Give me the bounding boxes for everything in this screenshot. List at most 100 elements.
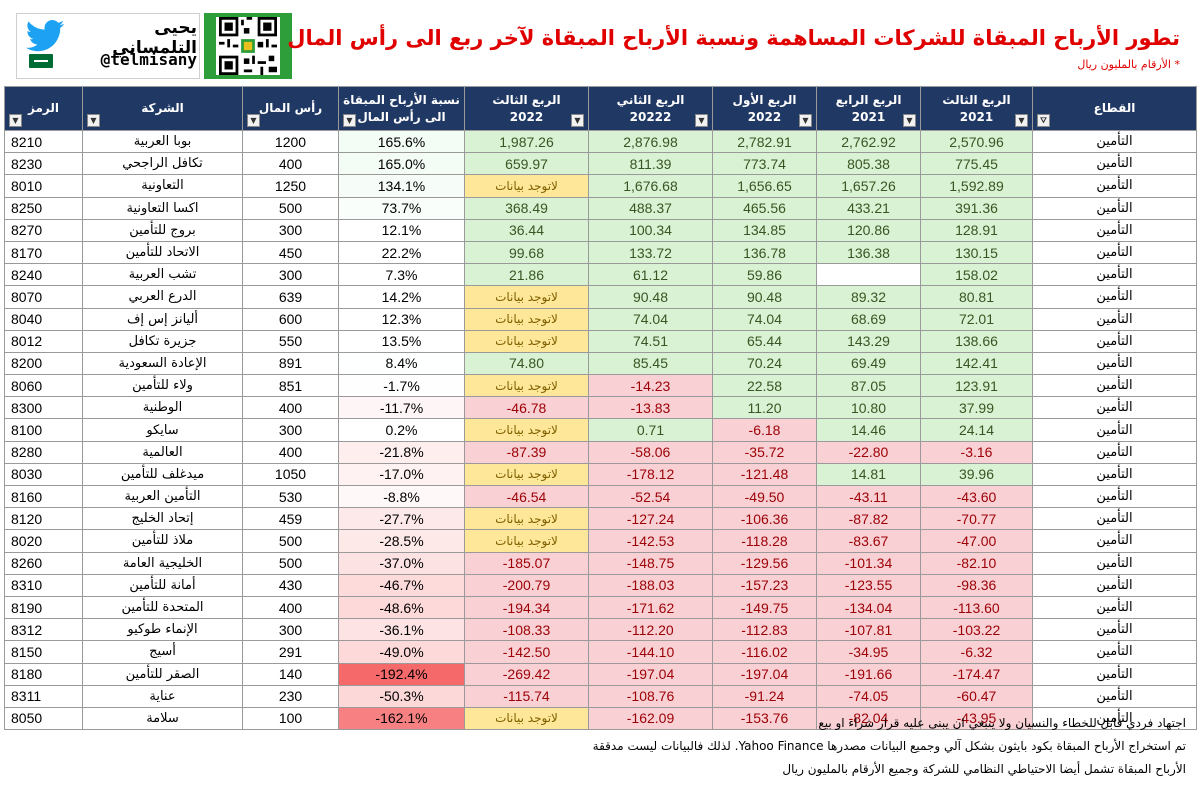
cell-code[interactable]: 8270: [4, 218, 83, 242]
cell-ratio[interactable]: -162.1%: [338, 706, 465, 731]
filter-dropdown-icon[interactable]: ▼: [1015, 114, 1028, 127]
cell-sector[interactable]: التأمين: [1032, 329, 1197, 353]
cell-q3-2021[interactable]: 1,592.89: [920, 174, 1033, 198]
cell-q2-2022[interactable]: 0.71: [588, 418, 713, 442]
cell-q2-2022[interactable]: 488.37: [588, 196, 713, 220]
cell-sector[interactable]: التأمين: [1032, 240, 1197, 265]
cell-capital[interactable]: 500: [242, 529, 339, 553]
column-header-capital[interactable]: رأس المال ▼: [242, 86, 339, 131]
filter-active-icon[interactable]: ⛛: [1037, 114, 1050, 127]
table-row[interactable]: 8311 عناية 230 -50.3% -115.74 -108.76 -91.24 -7…: [4, 684, 1197, 708]
cell-q3-2022[interactable]: -115.74: [464, 684, 589, 708]
cell-q1-2022[interactable]: 90.48: [712, 285, 817, 309]
table-row[interactable]: 8210 بوبا العربية 1200 165.6% 1,987.26 2,876.…: [4, 129, 1197, 154]
cell-q4-2021[interactable]: -101.34: [816, 551, 921, 575]
cell-q3-2022[interactable]: -200.79: [464, 573, 589, 597]
cell-q2-2022[interactable]: -112.20: [588, 618, 713, 642]
cell-code[interactable]: 8170: [4, 240, 83, 265]
cell-q4-2021[interactable]: -22.80: [816, 440, 921, 464]
cell-company[interactable]: الاتحاد للتأمين: [82, 240, 243, 265]
cell-capital[interactable]: 639: [242, 285, 339, 309]
cell-sector[interactable]: التأمين: [1032, 529, 1197, 553]
cell-q4-2021[interactable]: 1,657.26: [816, 174, 921, 198]
cell-company[interactable]: الإنماء طوكيو: [82, 618, 243, 642]
cell-company[interactable]: عناية: [82, 684, 243, 708]
cell-code[interactable]: 8012: [4, 329, 83, 353]
cell-q4-2021[interactable]: 805.38: [816, 152, 921, 176]
table-row[interactable]: 8312 الإنماء طوكيو 300 -36.1% -108.33 -112.20…: [4, 618, 1197, 642]
cell-q2-2022[interactable]: -14.23: [588, 374, 713, 398]
cell-company[interactable]: سايكو: [82, 418, 243, 442]
cell-q1-2022[interactable]: -149.75: [712, 595, 817, 620]
cell-sector[interactable]: التأمين: [1032, 418, 1197, 442]
cell-company[interactable]: أمانة للتأمين: [82, 573, 243, 597]
cell-capital[interactable]: 1200: [242, 129, 339, 154]
cell-q3-2021[interactable]: -43.95: [920, 706, 1033, 731]
cell-q2-2022[interactable]: 133.72: [588, 240, 713, 265]
cell-q3-2022[interactable]: -185.07: [464, 551, 589, 575]
cell-q1-2022[interactable]: -6.18: [712, 418, 817, 442]
cell-code[interactable]: 8040: [4, 307, 83, 331]
cell-q3-2022[interactable]: -46.78: [464, 396, 589, 420]
cell-q1-2022[interactable]: -121.48: [712, 462, 817, 487]
cell-q1-2022[interactable]: 70.24: [712, 351, 817, 376]
table-row[interactable]: 8120 إتحاد الخليج 459 -27.7% لاتوجد بيانات -1…: [4, 507, 1197, 531]
cell-sector[interactable]: التأمين: [1032, 152, 1197, 176]
cell-code[interactable]: 8050: [4, 706, 83, 731]
cell-capital[interactable]: 530: [242, 484, 339, 509]
cell-sector[interactable]: التأمين: [1032, 573, 1197, 597]
cell-q4-2021[interactable]: [816, 263, 921, 287]
cell-capital[interactable]: 140: [242, 662, 339, 686]
cell-capital[interactable]: 450: [242, 240, 339, 265]
cell-sector[interactable]: التأمين: [1032, 507, 1197, 531]
cell-sector[interactable]: التأمين: [1032, 618, 1197, 642]
table-row[interactable]: 8070 الدرع العربي 639 14.2% لاتوجد بيانات 90.…: [4, 285, 1197, 309]
cell-q3-2022[interactable]: -87.39: [464, 440, 589, 464]
cell-capital[interactable]: 851: [242, 374, 339, 398]
cell-sector[interactable]: التأمين: [1032, 640, 1197, 664]
cell-company[interactable]: إتحاد الخليج: [82, 507, 243, 531]
cell-q3-2022[interactable]: 659.97: [464, 152, 589, 176]
cell-q3-2021[interactable]: 2,570.96: [920, 129, 1033, 154]
cell-sector[interactable]: التأمين: [1032, 351, 1197, 376]
cell-q3-2021[interactable]: 142.41: [920, 351, 1033, 376]
cell-q1-2022[interactable]: 2,782.91: [712, 129, 817, 154]
table-row[interactable]: 8270 بروج للتأمين 300 12.1% 36.44 100.34 134.8…: [4, 218, 1197, 242]
cell-ratio[interactable]: -1.7%: [338, 374, 465, 398]
cell-company[interactable]: العالمية: [82, 440, 243, 464]
cell-ratio[interactable]: 8.4%: [338, 351, 465, 376]
cell-ratio[interactable]: -21.8%: [338, 440, 465, 464]
filter-dropdown-icon[interactable]: ▼: [87, 114, 100, 127]
cell-ratio[interactable]: -37.0%: [338, 551, 465, 575]
cell-q2-2022[interactable]: -171.62: [588, 595, 713, 620]
cell-company[interactable]: الإعادة السعودية: [82, 351, 243, 376]
cell-q4-2021[interactable]: 14.46: [816, 418, 921, 442]
cell-code[interactable]: 8210: [4, 129, 83, 154]
cell-q3-2022[interactable]: لاتوجد بيانات: [464, 529, 589, 553]
cell-q3-2022[interactable]: لاتوجد بيانات: [464, 374, 589, 398]
cell-sector[interactable]: التأمين: [1032, 307, 1197, 331]
column-header-company[interactable]: الشركة ▼: [82, 86, 243, 131]
cell-q3-2021[interactable]: 72.01: [920, 307, 1033, 331]
cell-company[interactable]: ملاذ للتأمين: [82, 529, 243, 553]
table-row[interactable]: 8010 التعاونية 1250 134.1% لاتوجد بيانات 1,67…: [4, 174, 1197, 198]
cell-sector[interactable]: التأمين: [1032, 662, 1197, 686]
table-row[interactable]: 8012 جزيرة تكافل 550 13.5% لاتوجد بيانات 74.5…: [4, 329, 1197, 353]
cell-q1-2022[interactable]: -49.50: [712, 484, 817, 509]
cell-q3-2021[interactable]: 37.99: [920, 396, 1033, 420]
cell-code[interactable]: 8010: [4, 174, 83, 198]
cell-q3-2021[interactable]: 130.15: [920, 240, 1033, 265]
cell-ratio[interactable]: -17.0%: [338, 462, 465, 487]
cell-code[interactable]: 8190: [4, 595, 83, 620]
cell-q1-2022[interactable]: -157.23: [712, 573, 817, 597]
cell-code[interactable]: 8100: [4, 418, 83, 442]
cell-company[interactable]: المتحدة للتأمين: [82, 595, 243, 620]
cell-q4-2021[interactable]: -191.66: [816, 662, 921, 686]
cell-q2-2022[interactable]: 85.45: [588, 351, 713, 376]
cell-q4-2021[interactable]: -123.55: [816, 573, 921, 597]
cell-sector[interactable]: التأمين: [1032, 440, 1197, 464]
cell-capital[interactable]: 1250: [242, 174, 339, 198]
cell-capital[interactable]: 300: [242, 418, 339, 442]
table-row[interactable]: 8190 المتحدة للتأمين 400 -48.6% -194.34 -171.…: [4, 595, 1197, 620]
cell-q3-2021[interactable]: 80.81: [920, 285, 1033, 309]
